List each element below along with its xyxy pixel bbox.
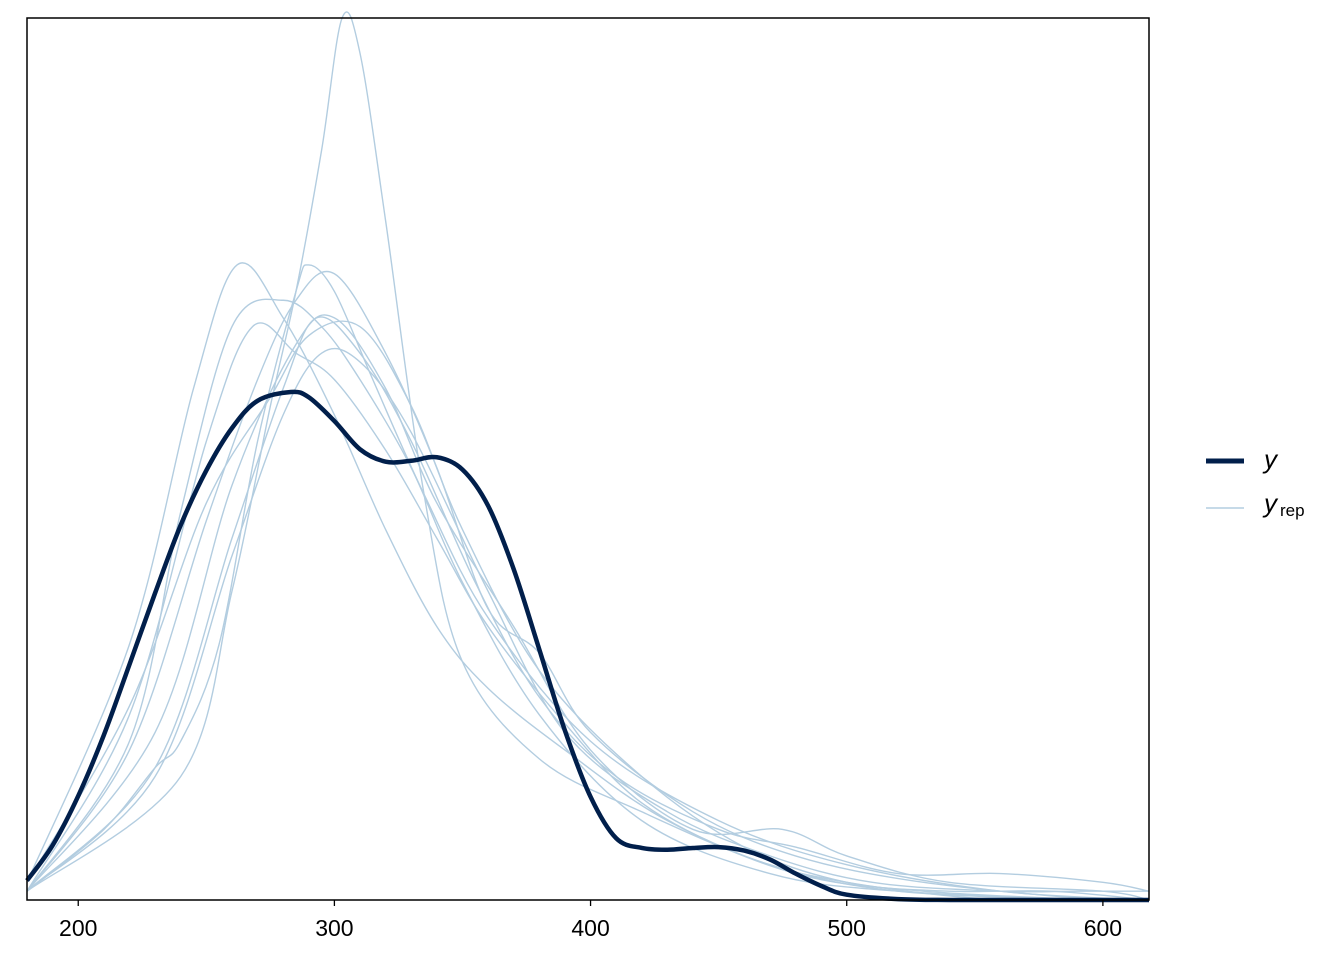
x-axis: 200 300 400 500 600	[59, 900, 1122, 941]
yrep-density-line-10	[26, 320, 1150, 901]
yrep-density-line-8	[26, 316, 1150, 892]
yrep-density-line-5	[26, 11, 1150, 902]
legend: y y rep	[1206, 444, 1305, 520]
yrep-density-line-9	[26, 347, 1149, 893]
yrep-density-line-6	[26, 270, 1150, 902]
yrep-series-group	[26, 11, 1150, 903]
legend-yrep-label: y	[1262, 488, 1279, 518]
x-tick-label: 500	[828, 915, 866, 941]
x-tick-label: 600	[1084, 915, 1122, 941]
x-tick-label: 200	[59, 915, 97, 941]
yrep-density-line-7	[26, 314, 1150, 901]
x-tick-label: 400	[571, 915, 609, 941]
y-series-group	[25, 389, 1149, 903]
legend-y-label: y	[1262, 444, 1279, 474]
yrep-density-line-4	[26, 264, 1150, 901]
x-tick-label: 300	[315, 915, 353, 941]
plot-frame	[26, 17, 1150, 901]
y-density-line	[25, 389, 1149, 903]
legend-yrep-subscript: rep	[1280, 501, 1305, 520]
